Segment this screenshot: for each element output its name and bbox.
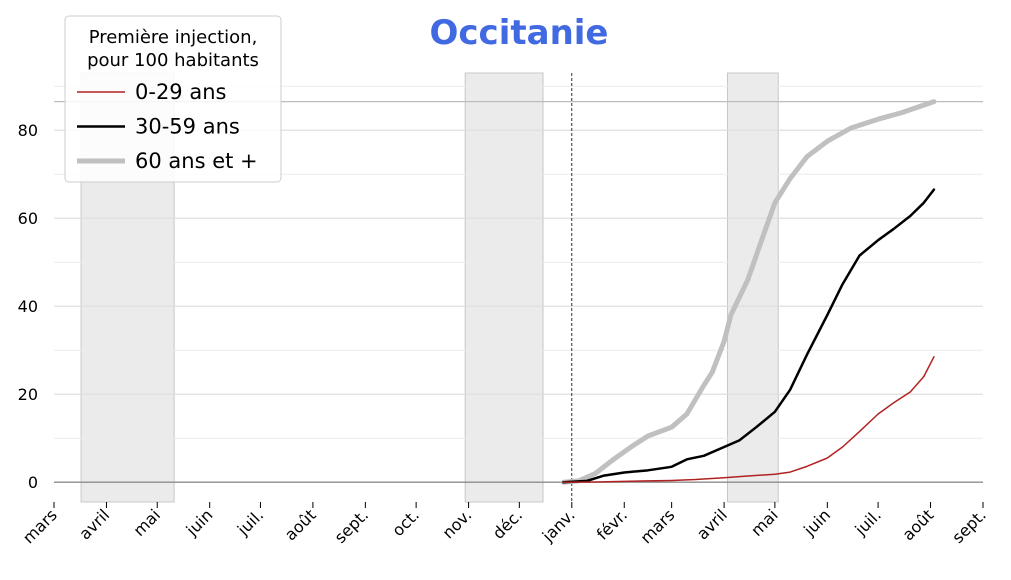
- x-tick-label: juin: [182, 505, 217, 540]
- y-tick-label: 20: [18, 385, 38, 404]
- shaded-period: [464, 72, 544, 503]
- y-tick-label: 40: [18, 297, 38, 316]
- x-tick-label: déc.: [489, 505, 526, 542]
- x-tick-label: avril: [75, 505, 113, 543]
- legend-items: 0-29 ans 30-59 ans 60 ans et +: [77, 80, 258, 173]
- x-tick-label: févr.: [593, 505, 631, 543]
- y-axis-ticks: 0 20 40 60 80: [18, 121, 38, 492]
- legend: Première injection, pour 100 habitants 0-…: [64, 15, 282, 183]
- y-tick-label: 0: [28, 473, 38, 492]
- x-tick-label: janv.: [538, 505, 579, 546]
- x-tick-label: sept.: [948, 505, 990, 547]
- x-tick-label: août: [898, 505, 937, 544]
- legend-title-line: pour 100 habitants: [87, 50, 259, 71]
- legend-label: 0-29 ans: [135, 80, 226, 104]
- legend-label: 30-59 ans: [135, 115, 240, 139]
- legend-box: [64, 15, 282, 183]
- legend-title-line: Première injection,: [89, 27, 258, 48]
- x-tick-label: oct.: [388, 505, 423, 540]
- y-tick-label: 60: [18, 209, 38, 228]
- series-line-0-29-ans: [562, 356, 935, 483]
- x-tick-label: mars: [637, 505, 679, 547]
- chart-title: Occitanie: [430, 13, 609, 53]
- series-line-30-59-ans: [562, 188, 936, 484]
- x-tick-label: juin: [799, 505, 834, 540]
- legend-title: Première injection, pour 100 habitants: [87, 27, 259, 71]
- x-tick-label: juil.: [851, 505, 885, 539]
- series-lines: [560, 99, 937, 485]
- shaded-period: [726, 72, 779, 503]
- x-tick-label: avril: [693, 505, 731, 543]
- x-axis-ticks: mars avril mai juin juil. août sept. oct. nov. dé…: [19, 502, 990, 547]
- x-tick-label: nov.: [438, 505, 475, 542]
- x-tick-label: sept.: [331, 505, 373, 547]
- y-tick-label: 80: [18, 121, 38, 140]
- series-line-60-ans-et-: [560, 99, 937, 485]
- x-tick-label: mars: [19, 505, 61, 547]
- x-tick-label: juil.: [233, 505, 267, 539]
- x-tick-label: août: [281, 505, 320, 544]
- legend-label: 60 ans et +: [135, 149, 258, 173]
- x-tick-label: mai: [747, 505, 782, 540]
- x-tick-label: mai: [130, 505, 165, 540]
